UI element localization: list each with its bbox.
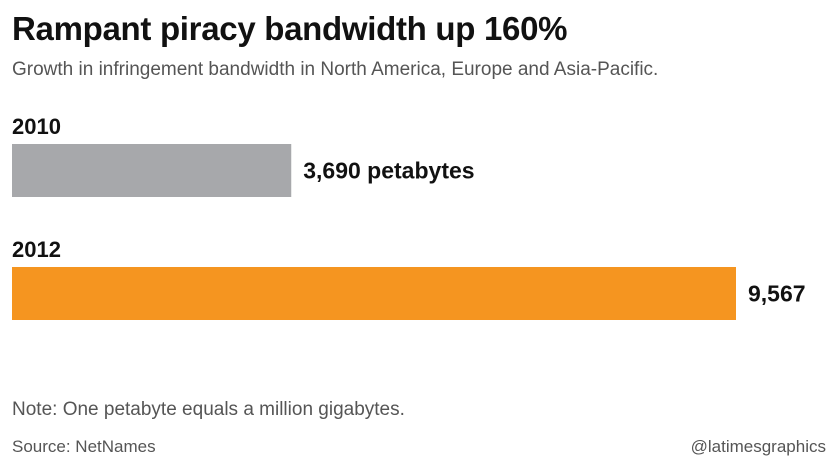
bar-2012 [12,267,736,320]
chart-subtitle: Growth in infringement bandwidth in Nort… [12,59,659,80]
value-label-2012: 9,567 [748,281,806,307]
chart-title: Rampant piracy bandwidth up 160% [12,10,568,47]
chart-note: Note: One petabyte equals a million giga… [12,399,405,420]
bar-2010 [12,144,292,197]
category-label-2012: 2012 [12,237,61,262]
bar-chart: 2010 3,690 petabytes 2012 9,567 [12,114,806,320]
value-label-2010: 3,690 petabytes [303,158,474,184]
graphics-credit: @latimesgraphics [690,437,826,456]
category-label-2010: 2010 [12,114,61,139]
source-credit: Source: NetNames [12,437,156,456]
